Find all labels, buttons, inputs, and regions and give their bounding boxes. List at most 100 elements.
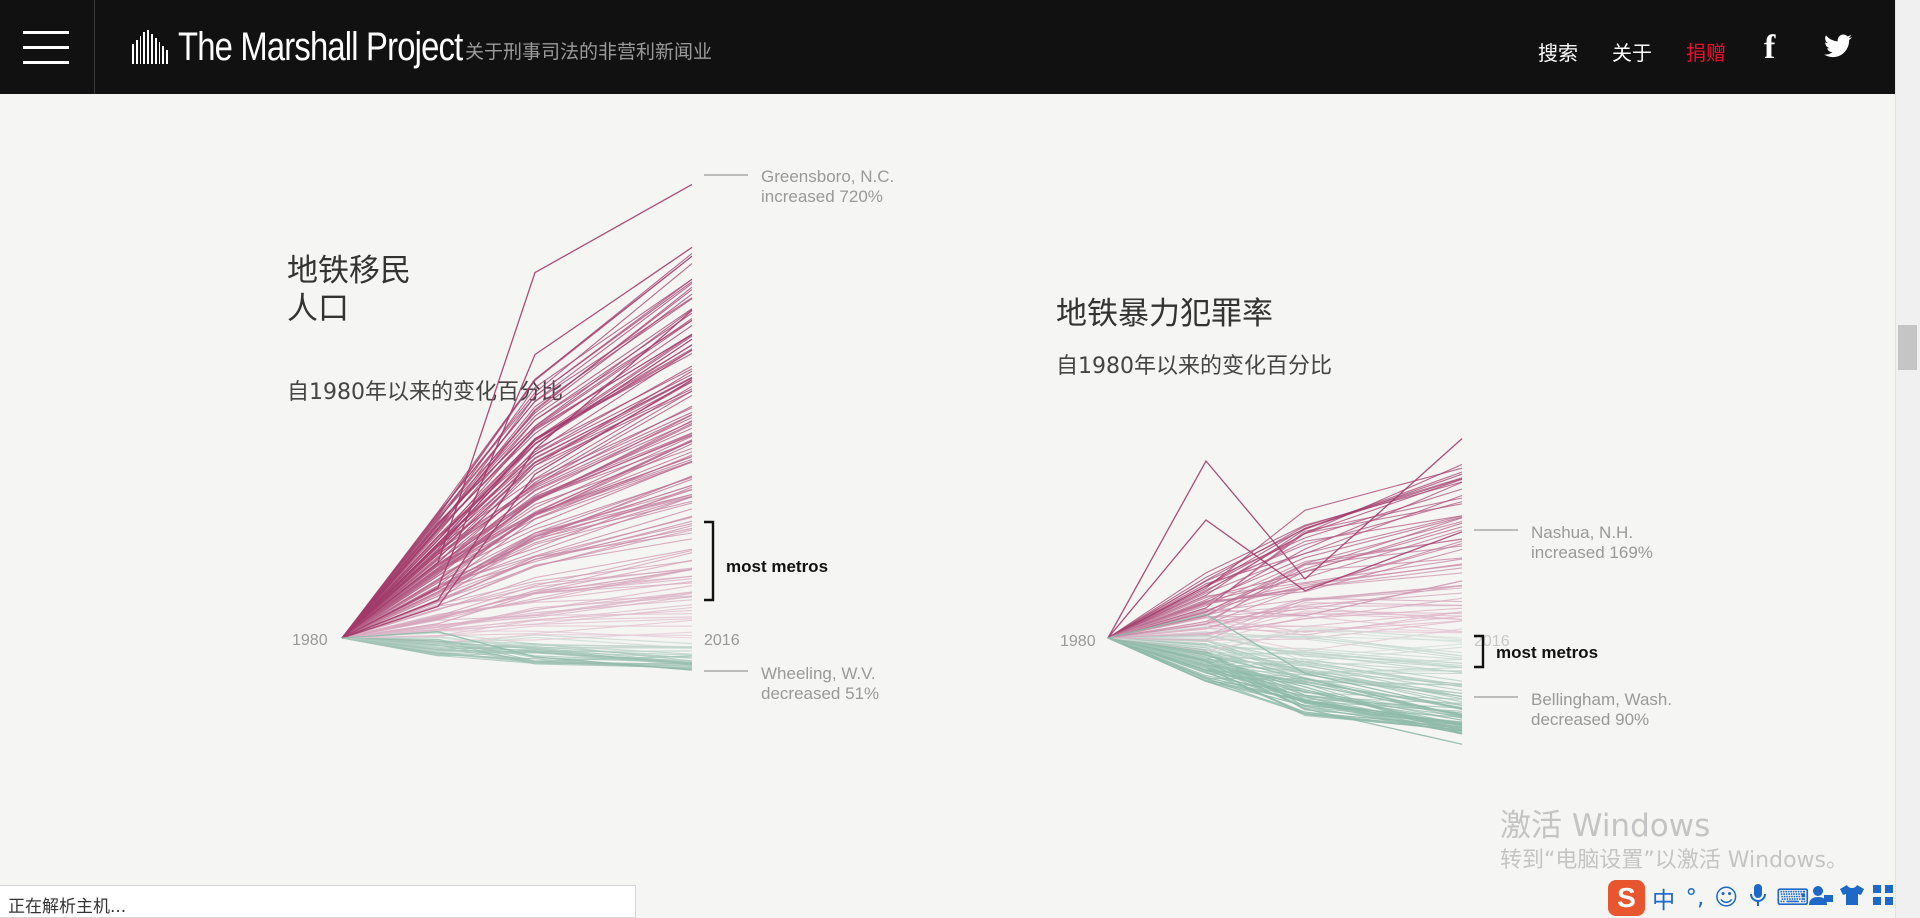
series-line: [1107, 567, 1463, 639]
series-line: [1107, 620, 1463, 639]
punctuation-icon[interactable]: °,: [1685, 885, 1705, 911]
series-line: [1107, 637, 1463, 708]
series-line: [1107, 467, 1463, 639]
series-line: [1107, 634, 1463, 669]
skin-icon[interactable]: [1839, 885, 1865, 911]
series-line: [1107, 637, 1463, 745]
series-line: [341, 637, 693, 655]
scrollbar-thumb[interactable]: [1898, 325, 1917, 370]
status-text: 正在解析主机...: [8, 897, 127, 917]
sogou-logo-icon[interactable]: S: [1608, 880, 1645, 916]
zh-mode-icon[interactable]: 中: [1652, 888, 1676, 914]
series-line: [341, 255, 693, 639]
series-line: [341, 578, 693, 639]
series-line: [341, 353, 693, 639]
series-line: [341, 381, 693, 639]
bottom-annotation-change: decreased 51%: [761, 684, 880, 703]
series-line: [341, 637, 693, 664]
series-line: [341, 263, 693, 639]
series-line: [1107, 637, 1463, 697]
emoji-icon[interactable]: ☺: [1714, 885, 1739, 911]
series-line: [341, 532, 693, 639]
top-annotation-city: Nashua, N.H.: [1531, 523, 1634, 542]
apps-icon[interactable]: [1871, 885, 1896, 911]
series-line: [341, 289, 693, 639]
series-line: [341, 405, 693, 639]
bottom-annotation: Bellingham, Wash. decreased 90%: [1531, 690, 1672, 730]
series-line: [341, 460, 693, 639]
series-line: [341, 365, 693, 639]
menu-button[interactable]: [0, 0, 95, 94]
series-line: [341, 618, 693, 639]
series-line: [1107, 520, 1463, 639]
site-logo[interactable]: The Marshall Project: [132, 24, 525, 70]
bottom-annotation-city: Wheeling, W.V.: [761, 664, 876, 683]
series-line: [1107, 601, 1463, 641]
top-annotation: Greensboro, N.C. increased 720%: [761, 167, 894, 207]
series-line: [1107, 529, 1463, 639]
twitter-icon[interactable]: [1824, 34, 1852, 58]
series-line: [341, 282, 693, 639]
series-line: [1107, 597, 1463, 639]
series-line: [341, 246, 693, 639]
bottom-annotation-change: decreased 90%: [1531, 710, 1650, 729]
series-line: [1107, 637, 1463, 718]
series-line: [341, 319, 693, 639]
series-line: [341, 349, 693, 639]
menu-icon-bar: [23, 46, 69, 49]
user-icon[interactable]: [1808, 885, 1833, 911]
series-line: [1107, 478, 1463, 639]
series-line: [1107, 515, 1463, 639]
series-line: [341, 309, 693, 639]
chart-subtitle: 自1980年以来的变化百分比: [1056, 354, 1332, 379]
series-line: [1107, 522, 1463, 639]
series-line: [341, 417, 693, 639]
series-line: [341, 568, 693, 639]
x-start-label: 1980: [1060, 633, 1096, 650]
series-line: [341, 440, 693, 639]
brand-name: The Marshall Project: [178, 24, 463, 69]
most-metros-bracket: [704, 520, 715, 602]
nav-donate-link[interactable]: 捐赠: [1686, 41, 1726, 65]
series-line: [1107, 637, 1463, 694]
series-line: [1107, 637, 1463, 732]
series-line: [341, 592, 693, 639]
facebook-icon[interactable]: f: [1764, 29, 1776, 66]
mic-icon[interactable]: [1745, 884, 1770, 912]
browser-status-bar: 正在解析主机...: [0, 885, 636, 918]
series-line: [341, 441, 693, 639]
series-line: [1107, 637, 1463, 726]
top-annotation: Nashua, N.H. increased 169%: [1531, 523, 1653, 563]
top-annotation-change: increased 720%: [761, 187, 883, 206]
series-line: [1107, 564, 1463, 639]
top-annotation-change: increased 169%: [1531, 543, 1653, 562]
vertical-scrollbar[interactable]: [1895, 0, 1920, 918]
bottom-annotation-city: Bellingham, Wash.: [1531, 690, 1673, 709]
most-metros-label: most metros: [726, 557, 829, 576]
menu-icon-bar: [23, 61, 69, 64]
ime-toolbar: S 中 °, ☺ ⌨: [1608, 878, 1896, 918]
most-metros-label: most metros: [1496, 643, 1599, 662]
series-line: [1107, 503, 1463, 639]
series-line: [341, 334, 693, 639]
series-line: [341, 636, 693, 649]
site-header: The Marshall Project 关于刑事司法的非营利新闻业 搜索 关于…: [0, 0, 1895, 94]
series-line: [341, 379, 693, 639]
series-line: [341, 278, 693, 639]
logo-bars-icon: [132, 30, 168, 64]
nav-about-link[interactable]: 关于: [1612, 41, 1652, 65]
x-end-label: 2016: [704, 632, 740, 649]
series-line: [341, 625, 693, 639]
nav-search-link[interactable]: 搜索: [1538, 41, 1578, 65]
menu-icon-bar: [23, 31, 69, 34]
series-line: [1107, 637, 1463, 724]
top-annotation-city: Greensboro, N.C.: [761, 167, 895, 186]
x-start-label: 1980: [292, 632, 328, 649]
windows-activation-subtitle: 转到“电脑设置”以激活 Windows。: [1500, 848, 1848, 873]
keyboard-icon[interactable]: ⌨: [1776, 885, 1810, 911]
site-tagline: 关于刑事司法的非营利新闻业: [465, 41, 713, 63]
series-line: [341, 631, 693, 671]
series-line: [1107, 543, 1463, 639]
series-line: [1107, 515, 1463, 639]
